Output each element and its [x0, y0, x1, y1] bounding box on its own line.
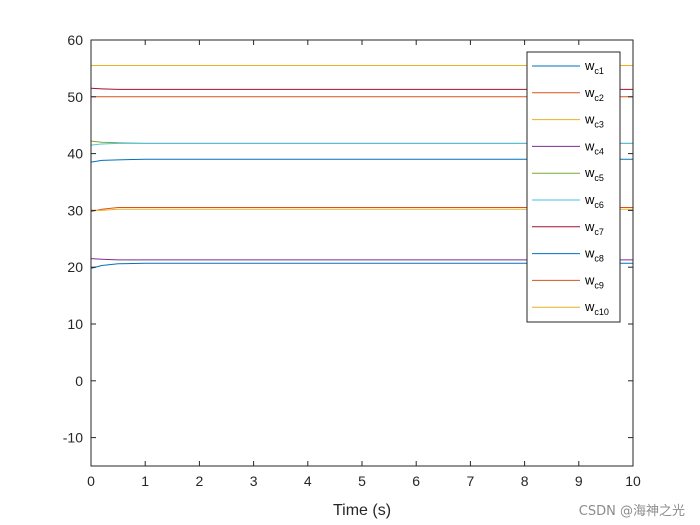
x-tick-label: 2: [196, 473, 204, 489]
legend-label-main: w: [584, 219, 595, 234]
legend-label-main: w: [584, 299, 595, 314]
y-tick-label: 30: [67, 202, 83, 218]
legend-label-wc9: wc9: [584, 272, 604, 290]
legend-label-subscript: c4: [594, 146, 604, 156]
x-tick-label: 9: [575, 473, 583, 489]
legend-label-wc2: wc2: [584, 85, 604, 103]
legend-label-subscript: c6: [594, 200, 604, 210]
x-tick-label: 8: [521, 473, 529, 489]
series-line-wc1: [90, 158, 633, 163]
x-tick-label: 4: [304, 473, 312, 489]
legend-box: [526, 51, 621, 323]
y-tick-label: 0: [75, 373, 83, 389]
legend-label-wc8: wc8: [584, 246, 604, 264]
y-tick-label: 20: [67, 259, 83, 275]
legend-label-subscript: c7: [594, 227, 604, 237]
watermark: CSDN @海神之光: [579, 504, 685, 519]
series-layer: [90, 65, 633, 269]
series-line-wc6: [90, 142, 633, 146]
x-tick-label: 3: [250, 473, 258, 489]
legend-label-wc4: wc4: [584, 138, 604, 156]
ticks-layer: 0 1 2 3 4 5 6 7 8 9 10 -10 0 10 20 30 40 50 60: [63, 32, 641, 489]
series-line-wc4: [90, 258, 633, 261]
legend-label-wc3: wc3: [584, 112, 604, 130]
y-tick-label: 50: [67, 89, 83, 105]
legend-label-subscript: c3: [594, 120, 604, 130]
y-tick-label: 40: [67, 146, 83, 162]
legend-label-main: w: [584, 112, 595, 127]
series-line-wc8: [90, 262, 633, 269]
y-tick-label: 60: [67, 32, 83, 48]
legend-label-main: w: [584, 165, 595, 180]
legend-label-main: w: [584, 246, 595, 261]
x-axis-label: Time (s): [333, 502, 391, 519]
legend-label-main: w: [584, 85, 595, 100]
legend-label-wc10: wc10: [584, 299, 609, 317]
legend-label-main: w: [584, 58, 595, 73]
x-tick-label: 6: [412, 473, 420, 489]
legend-label-subscript: c10: [594, 307, 609, 317]
y-tick-label: 10: [67, 316, 83, 332]
legend-label-main: w: [584, 272, 595, 287]
y-tick-label: -10: [63, 430, 83, 446]
legend-label-main: w: [584, 138, 595, 153]
series-line-wc7: [90, 87, 633, 90]
series-line-wc10: [91, 208, 633, 211]
legend-label-wc7: wc7: [584, 219, 604, 237]
legend-label-subscript: c8: [594, 254, 604, 264]
x-tick-label: 1: [141, 473, 149, 489]
x-tick-label: 7: [467, 473, 475, 489]
x-tick-label: 10: [625, 473, 641, 489]
legend-label-wc5: wc5: [584, 165, 604, 183]
legend-label-wc6: wc6: [584, 192, 604, 210]
legend-label-main: w: [584, 192, 595, 207]
legend-label-wc1: wc1: [584, 58, 604, 76]
legend-label-subscript: c2: [594, 93, 604, 103]
x-tick-label: 5: [358, 473, 366, 489]
x-tick-label: 0: [87, 473, 95, 489]
legend-label-subscript: c9: [594, 280, 604, 290]
legend-label-subscript: c5: [594, 173, 604, 183]
legend-label-subscript: c1: [594, 66, 604, 76]
